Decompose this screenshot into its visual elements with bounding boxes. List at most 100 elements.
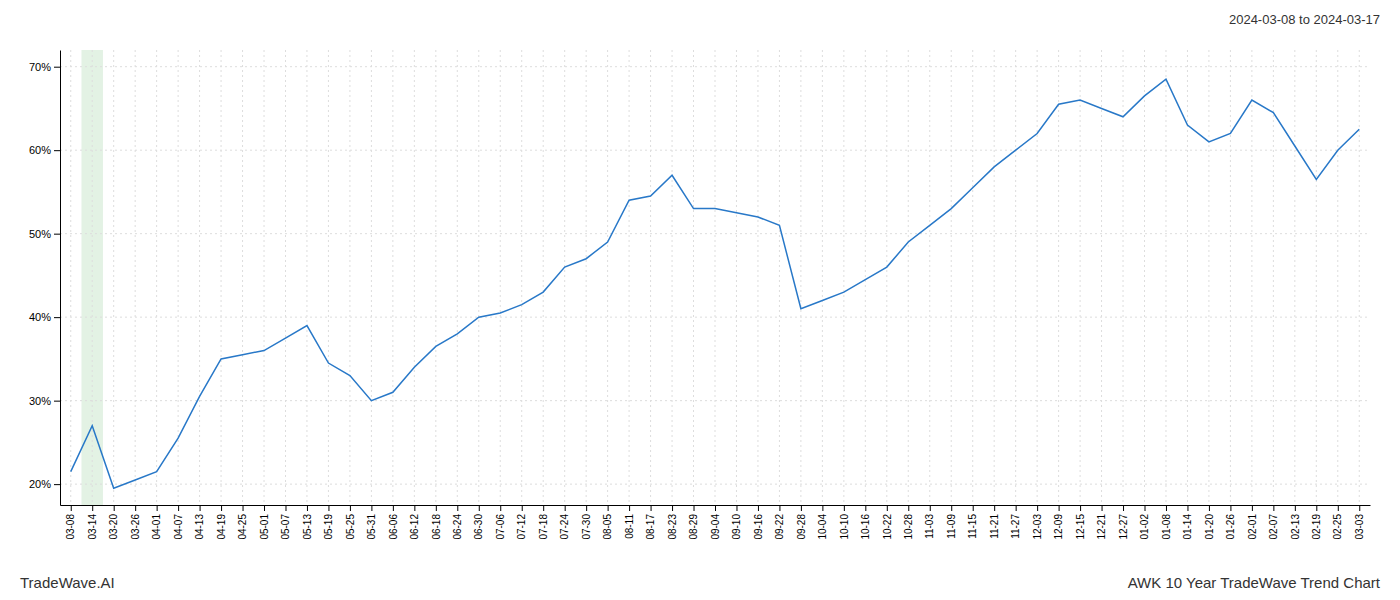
x-tick: 07-06 <box>495 505 506 540</box>
x-tick-label: 11-27 <box>1010 514 1021 539</box>
x-tick-label: 05-25 <box>345 514 356 540</box>
x-tick-label: 02-19 <box>1311 514 1322 540</box>
x-tick-mark <box>565 505 566 511</box>
grid-line-x <box>285 50 286 505</box>
x-tick-label: 02-07 <box>1268 514 1279 540</box>
grid-line-x <box>543 50 544 505</box>
grid-line-x <box>306 50 307 505</box>
grid-line-x <box>908 50 909 505</box>
x-tick-label: 10-16 <box>860 514 871 540</box>
x-tick: 07-18 <box>538 505 549 540</box>
x-tick-mark <box>1359 505 1360 511</box>
grid-line-x <box>156 50 157 505</box>
x-tick-mark <box>1273 505 1274 511</box>
x-tick-mark <box>500 505 501 511</box>
x-tick-label: 08-17 <box>645 514 656 540</box>
y-axis: 20%30%40%50%60%70% <box>29 51 61 506</box>
x-tick-label: 09-10 <box>731 514 742 540</box>
y-tick-label: 50% <box>29 228 51 240</box>
x-tick: 01-02 <box>1139 505 1150 540</box>
x-tick-label: 07-06 <box>495 514 506 540</box>
grid-line-x <box>1058 50 1059 505</box>
x-tick-label: 10-22 <box>882 514 893 540</box>
grid-line-x <box>607 50 608 505</box>
y-tick: 20% <box>29 478 60 490</box>
x-tick: 05-19 <box>323 505 334 540</box>
x-tick: 07-24 <box>559 505 570 540</box>
grid-line-x <box>1101 50 1102 505</box>
grid-line-x <box>242 50 243 505</box>
x-tick-mark <box>736 505 737 511</box>
x-tick: 03-08 <box>65 505 76 540</box>
x-tick-mark <box>200 505 201 511</box>
x-tick-label: 08-23 <box>667 514 678 540</box>
x-tick-label: 08-11 <box>624 514 635 539</box>
grid-line-x <box>800 50 801 505</box>
grid-line-x <box>972 50 973 505</box>
x-tick-label: 06-06 <box>388 514 399 540</box>
x-tick: 03-14 <box>87 505 98 540</box>
x-tick: 06-30 <box>473 505 484 540</box>
x-tick: 03-26 <box>130 505 141 540</box>
x-tick-mark <box>114 505 115 511</box>
grid-line-x <box>1273 50 1274 505</box>
x-tick-mark <box>1295 505 1296 511</box>
x-tick-mark <box>479 505 480 511</box>
x-tick: 02-25 <box>1332 505 1343 540</box>
x-tick-label: 11-15 <box>967 514 978 539</box>
grid-line-x <box>822 50 823 505</box>
x-tick-mark <box>694 505 695 511</box>
y-tick: 30% <box>29 395 60 407</box>
x-tick-label: 02-01 <box>1247 514 1258 540</box>
x-tick-mark <box>887 505 888 511</box>
grid-line-x <box>929 50 930 505</box>
x-tick-mark <box>1080 505 1081 511</box>
grid-line-x <box>994 50 995 505</box>
x-tick-label: 07-24 <box>559 514 570 540</box>
x-tick-label: 08-29 <box>688 514 699 540</box>
grid-line-x <box>1123 50 1124 505</box>
x-tick-mark <box>779 505 780 511</box>
x-tick-label: 02-13 <box>1290 514 1301 540</box>
x-tick-label: 03-26 <box>130 514 141 540</box>
x-tick: 02-07 <box>1268 505 1279 540</box>
x-tick: 09-22 <box>774 505 785 540</box>
grid-line-x <box>1337 50 1338 505</box>
x-tick-label: 10-10 <box>839 514 850 540</box>
x-tick: 10-04 <box>817 505 828 540</box>
x-tick-mark <box>1145 505 1146 511</box>
x-tick-label: 09-16 <box>753 514 764 540</box>
x-tick-label: 05-01 <box>259 514 270 540</box>
x-tick: 10-22 <box>882 505 893 540</box>
x-tick: 01-26 <box>1225 505 1236 540</box>
x-tick-mark <box>715 505 716 511</box>
x-tick-label: 11-09 <box>946 514 957 539</box>
x-tick-mark <box>865 505 866 511</box>
x-tick-label: 06-18 <box>431 514 442 540</box>
x-tick: 11-09 <box>946 505 957 539</box>
grid-line-x <box>92 50 93 505</box>
x-tick-label: 12-03 <box>1032 514 1043 540</box>
x-tick: 05-31 <box>366 505 377 540</box>
x-tick: 11-15 <box>967 505 978 539</box>
x-tick-mark <box>157 505 158 511</box>
x-tick: 08-05 <box>602 505 613 540</box>
y-axis-line <box>60 51 61 506</box>
x-tick-mark <box>822 505 823 511</box>
x-tick-label: 04-19 <box>216 514 227 540</box>
x-tick-mark <box>178 505 179 511</box>
x-tick-mark <box>1316 505 1317 511</box>
x-tick-mark <box>973 505 974 511</box>
x-tick-label: 10-28 <box>903 514 914 540</box>
grid-line-x <box>1080 50 1081 505</box>
x-tick-mark <box>92 505 93 511</box>
x-tick-label: 04-25 <box>237 514 248 540</box>
x-tick-label: 07-12 <box>516 514 527 540</box>
x-tick-label: 09-28 <box>796 514 807 540</box>
x-tick-label: 01-02 <box>1139 514 1150 540</box>
line <box>71 79 1360 488</box>
x-tick: 11-03 <box>924 505 935 539</box>
y-tick-mark <box>54 150 60 151</box>
x-tick-label: 03-08 <box>65 514 76 540</box>
x-tick-label: 07-30 <box>581 514 592 540</box>
